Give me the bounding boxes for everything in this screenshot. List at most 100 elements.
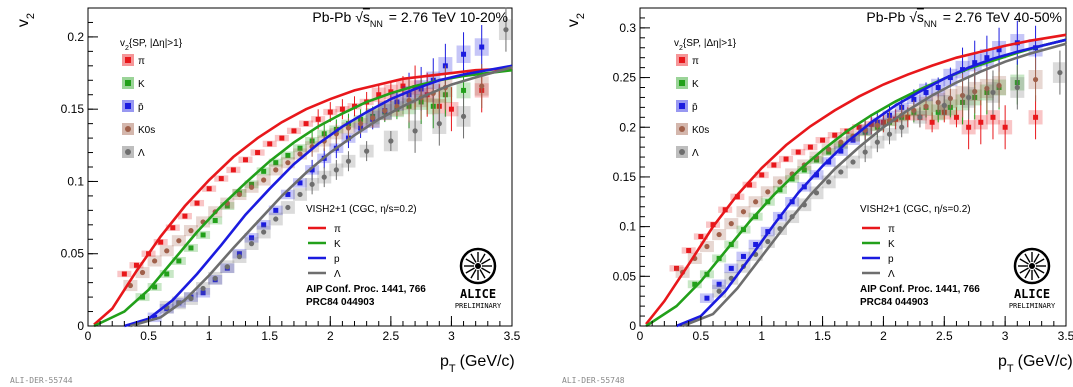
model-legend-label: π bbox=[888, 224, 895, 235]
title-nn: NN bbox=[924, 19, 937, 29]
data-point bbox=[188, 245, 194, 251]
x-tick-label: 3 bbox=[1002, 329, 1009, 343]
data-point bbox=[1057, 69, 1063, 76]
x-axis-label: pT (GeV/c) bbox=[440, 353, 515, 375]
data-point bbox=[990, 114, 996, 120]
logo-spoke bbox=[1019, 267, 1029, 274]
data-point bbox=[315, 116, 321, 122]
data-point bbox=[230, 167, 236, 173]
legend-label: π bbox=[138, 56, 145, 67]
panel-1: 0 0.5 1 1.5 2 2.5 3 3.5 0 0.05 0.1 0.15 0.2 p T (GeV/c)… bbox=[10, 7, 521, 385]
data-point bbox=[1033, 114, 1039, 120]
logo-core bbox=[475, 263, 481, 269]
data-point bbox=[376, 92, 382, 98]
legend-marker bbox=[125, 126, 131, 132]
data-point bbox=[674, 265, 680, 271]
x-tick-label: 3.5 bbox=[1058, 329, 1073, 343]
reference-2: PRC84 044903 bbox=[306, 297, 375, 308]
legend-marker bbox=[679, 103, 685, 109]
y-axis-label: v2 bbox=[15, 13, 37, 27]
data-point bbox=[364, 148, 370, 154]
data-point bbox=[212, 217, 218, 223]
data-point bbox=[436, 121, 442, 127]
data-point bbox=[935, 99, 941, 106]
data-point bbox=[801, 167, 807, 173]
data-point bbox=[285, 204, 291, 211]
model-legend-label: π bbox=[334, 224, 341, 235]
logo-spoke bbox=[479, 253, 486, 263]
data-point bbox=[704, 243, 710, 250]
legend-label: π bbox=[692, 56, 699, 67]
title-s: s bbox=[363, 9, 370, 25]
data-point bbox=[121, 271, 127, 277]
y-axis-label-sub: 2 bbox=[25, 13, 37, 19]
logo-spoke bbox=[481, 267, 491, 274]
x-tick-label: 0 bbox=[85, 329, 92, 343]
y-tick-label: 0.05 bbox=[613, 269, 637, 283]
plot-frame bbox=[87, 7, 513, 327]
data-point bbox=[923, 89, 929, 95]
y-axis: 0 0.05 0.1 0.15 0.2 bbox=[61, 21, 98, 333]
data-point bbox=[152, 314, 158, 320]
x-tick-label: 2 bbox=[327, 329, 334, 343]
data-point bbox=[345, 125, 352, 131]
data-point bbox=[182, 213, 188, 219]
data-point bbox=[188, 295, 194, 302]
data-point bbox=[388, 138, 394, 144]
data-point bbox=[212, 275, 218, 281]
x-tick-label: 2 bbox=[880, 329, 887, 343]
data-point bbox=[200, 285, 206, 292]
model-header: VISH2+1 (CGC, η/s=0.2) bbox=[860, 204, 971, 215]
data-point bbox=[479, 83, 485, 89]
title-system: Pb-Pb bbox=[866, 9, 909, 25]
legend-label: p̄ bbox=[692, 102, 698, 113]
logo-spoke bbox=[470, 253, 477, 263]
data-point bbox=[813, 157, 819, 163]
data-point bbox=[874, 139, 880, 145]
data-point bbox=[765, 238, 771, 245]
data-point bbox=[917, 114, 923, 120]
legend-marker bbox=[125, 80, 131, 86]
data-point bbox=[158, 239, 164, 245]
data-point bbox=[838, 148, 844, 154]
data-point bbox=[832, 132, 838, 138]
x-tick-label: 0 bbox=[637, 329, 644, 343]
legend-label: K bbox=[138, 79, 145, 90]
data-point bbox=[984, 85, 990, 92]
data-point bbox=[140, 294, 146, 300]
data-point bbox=[826, 149, 832, 155]
title-sqrt: √ bbox=[909, 9, 917, 25]
data-point bbox=[972, 60, 978, 66]
data-point bbox=[400, 83, 406, 89]
data-point bbox=[236, 251, 242, 257]
data-point bbox=[273, 167, 279, 173]
data-point bbox=[309, 181, 315, 187]
x-tick-label: 1 bbox=[758, 329, 765, 343]
model-legend-label: p bbox=[888, 254, 894, 265]
y-axis-label-sub: 2 bbox=[575, 13, 587, 19]
data-point bbox=[850, 159, 856, 165]
data-point bbox=[503, 27, 509, 33]
x-tick-label: 1.5 bbox=[261, 329, 278, 343]
x-axis: 0 0.5 1 1.5 2 2.5 3 3.5 bbox=[637, 316, 1073, 343]
data-point bbox=[261, 168, 267, 174]
legend-label: Λ bbox=[692, 148, 699, 159]
y-axis-label: v2 bbox=[565, 13, 587, 27]
data-point bbox=[966, 94, 972, 101]
data-point bbox=[953, 114, 959, 120]
data-point bbox=[448, 106, 454, 112]
logo-subtext: PRELIMINARY bbox=[455, 302, 502, 310]
data-point bbox=[740, 209, 747, 215]
data-point bbox=[327, 109, 333, 115]
legend-marker bbox=[679, 57, 685, 63]
data-point bbox=[947, 75, 953, 81]
data-point bbox=[261, 177, 267, 183]
legend-marker bbox=[125, 103, 131, 109]
data-point bbox=[152, 258, 158, 264]
data-point bbox=[838, 139, 844, 145]
reference-1: AIP Conf. Proc. 1441, 766 bbox=[306, 284, 426, 295]
logo-spoke bbox=[1024, 269, 1031, 279]
data-point bbox=[716, 281, 722, 287]
model-curve-Λ bbox=[682, 42, 1067, 328]
